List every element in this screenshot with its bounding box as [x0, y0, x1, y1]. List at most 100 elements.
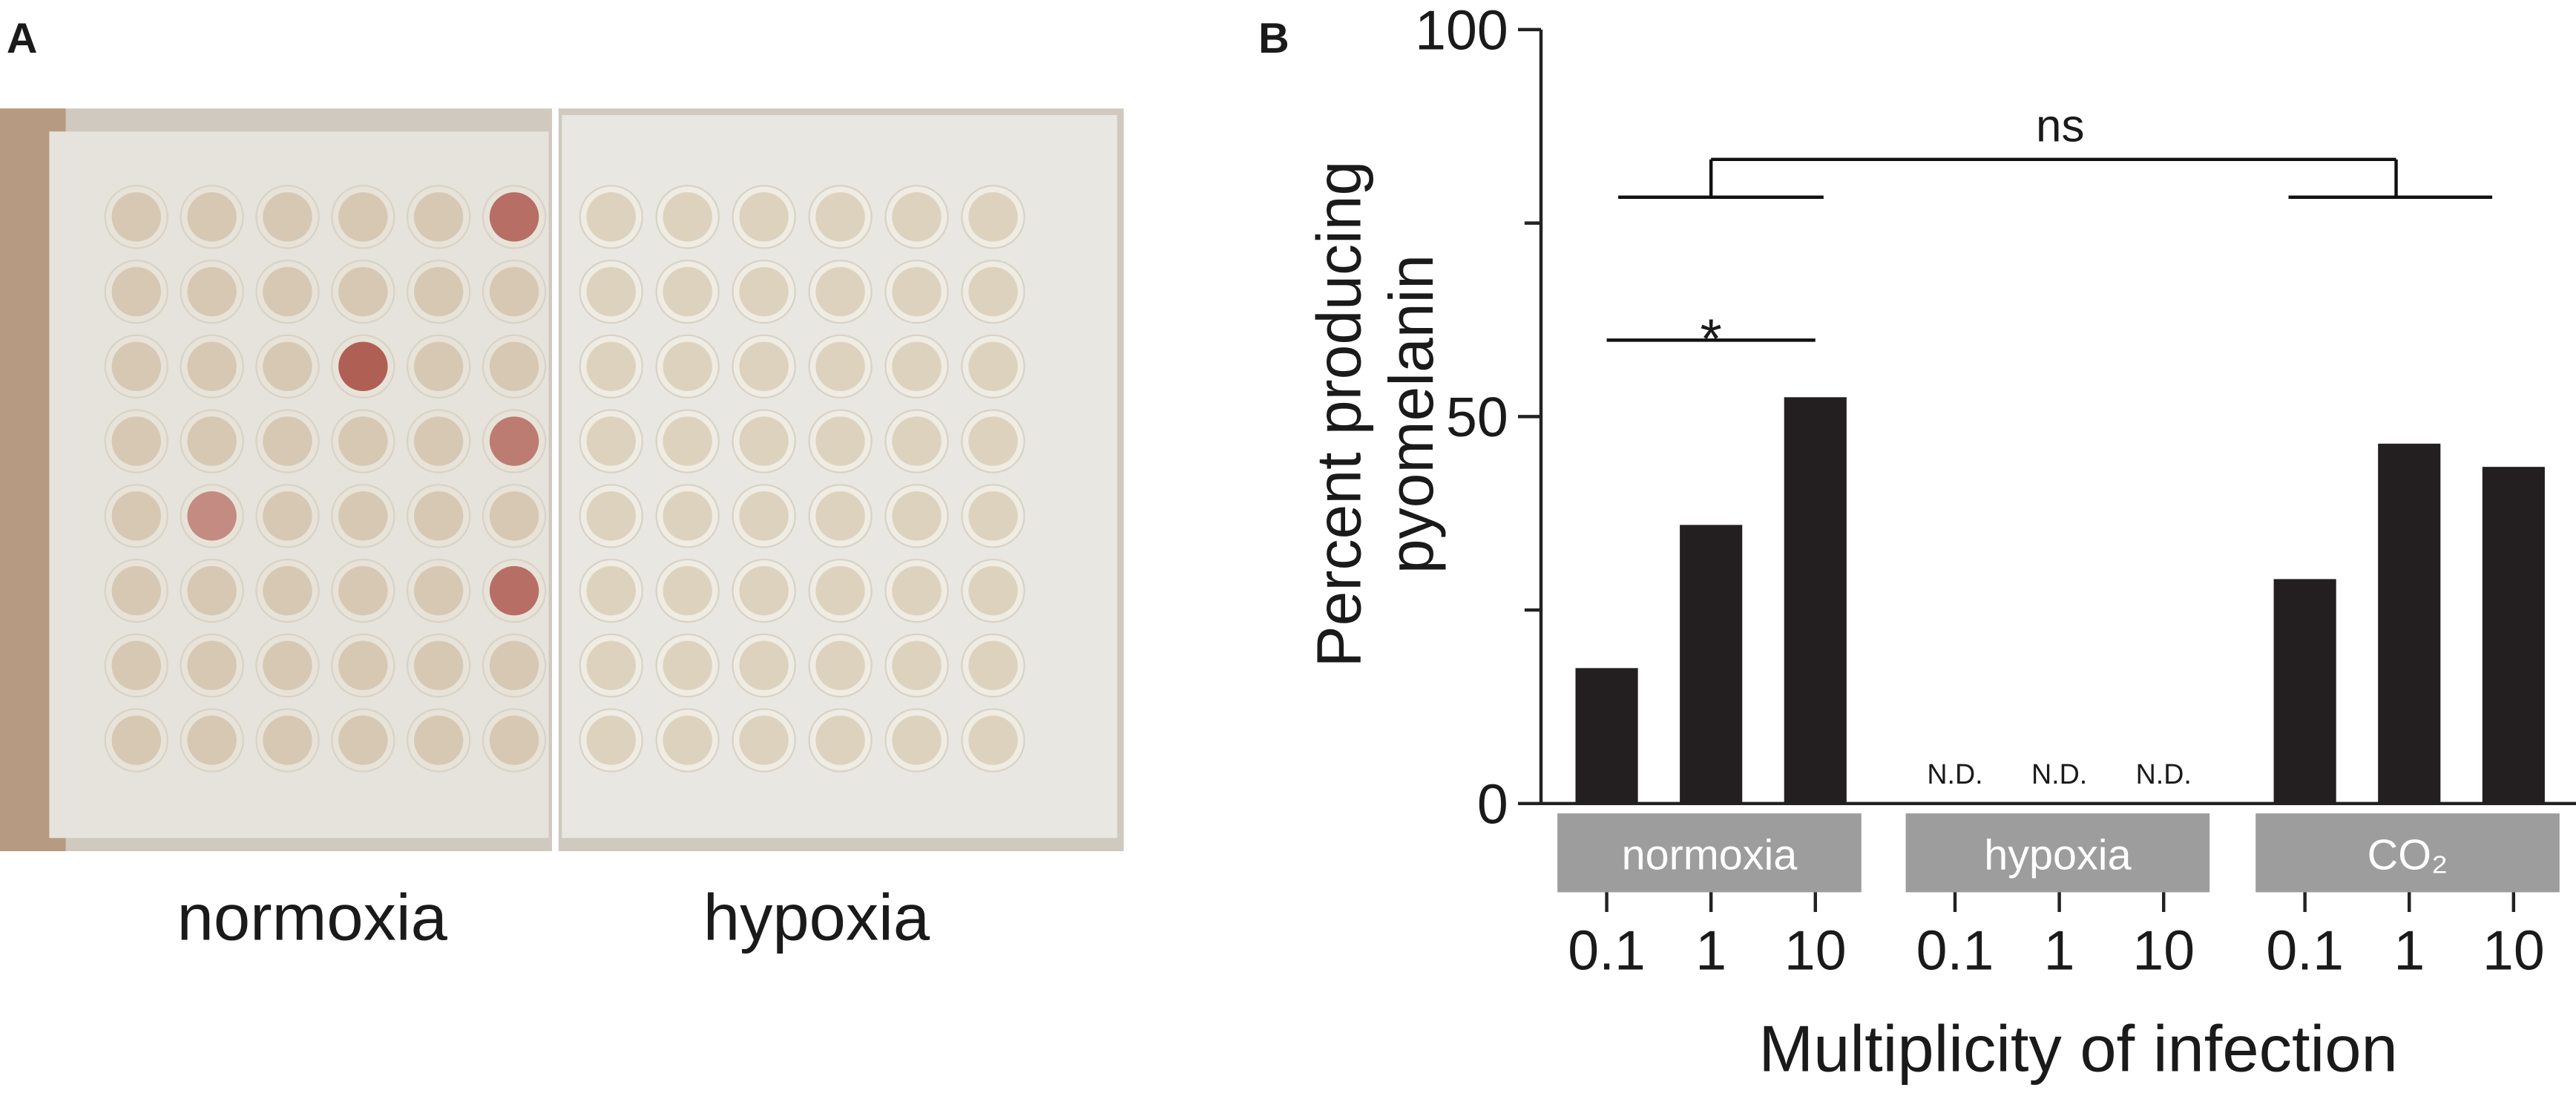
well	[663, 640, 712, 691]
well	[663, 565, 712, 616]
well	[414, 491, 464, 541]
well	[968, 416, 1018, 466]
well	[187, 192, 237, 242]
well	[739, 715, 789, 765]
well	[489, 416, 539, 466]
well	[815, 491, 865, 541]
panel-label: B	[1258, 15, 1289, 62]
well	[815, 192, 865, 242]
well	[187, 341, 237, 392]
annotation: ns	[2036, 100, 2084, 151]
well	[586, 341, 636, 392]
well	[338, 565, 388, 616]
well	[586, 640, 636, 691]
well	[815, 416, 865, 466]
well	[815, 341, 865, 392]
well	[663, 341, 712, 392]
bar	[2482, 467, 2545, 804]
plate-photo	[0, 108, 1124, 852]
well	[111, 266, 161, 317]
well	[263, 192, 312, 242]
bar	[1680, 525, 1743, 804]
well	[586, 266, 636, 317]
well	[489, 715, 539, 765]
well	[338, 491, 388, 541]
well	[663, 491, 712, 541]
well	[187, 491, 237, 541]
well	[414, 192, 464, 242]
well	[338, 192, 388, 242]
y-axis-label: Percent producingpyomelanin	[1304, 161, 1445, 668]
well	[338, 266, 388, 317]
well	[338, 640, 388, 691]
group-box	[1557, 813, 1862, 893]
x-tick-label: 1	[2044, 919, 2075, 981]
well	[111, 640, 161, 691]
well	[111, 715, 161, 765]
well	[815, 565, 865, 616]
well	[489, 491, 539, 541]
group-box	[1905, 813, 2210, 893]
well	[892, 416, 942, 466]
well	[663, 715, 712, 765]
bar	[2378, 443, 2441, 804]
well	[968, 715, 1018, 765]
x-tick-label: 1	[1695, 919, 1726, 981]
well	[663, 192, 712, 242]
bar	[1575, 668, 1638, 804]
well	[892, 266, 942, 317]
well	[586, 565, 636, 616]
well	[414, 640, 464, 691]
well	[968, 341, 1018, 392]
well	[968, 565, 1018, 616]
well	[892, 341, 942, 392]
well	[739, 565, 789, 616]
value-label: N.D.	[1927, 758, 1982, 790]
x-tick-label: 0.1	[1568, 919, 1646, 981]
well	[263, 266, 312, 317]
well	[489, 192, 539, 242]
well	[892, 491, 942, 541]
value-label: N.D.	[2031, 758, 2087, 790]
well	[968, 491, 1018, 541]
panel-label: A	[7, 15, 38, 62]
well	[739, 491, 789, 541]
x-axis-label: Multiplicity of infection	[1758, 1012, 2397, 1086]
well	[815, 640, 865, 691]
well	[892, 565, 942, 616]
well	[663, 266, 712, 317]
well	[586, 192, 636, 242]
divider	[552, 108, 559, 852]
well	[263, 416, 312, 466]
well	[489, 565, 539, 616]
well	[739, 341, 789, 392]
well	[263, 715, 312, 765]
group-label: normoxia	[1622, 831, 1798, 879]
well	[414, 266, 464, 317]
well	[968, 192, 1018, 242]
x-tick-label: 10	[1784, 919, 1847, 981]
bar	[2273, 579, 2336, 804]
bar-chart: 0 50 100 Percent producingpyomelanin normoxi…	[1304, 0, 2576, 1086]
well	[338, 416, 388, 466]
well	[263, 491, 312, 541]
well	[187, 640, 237, 691]
well	[338, 341, 388, 392]
well	[815, 266, 865, 317]
well	[414, 416, 464, 466]
well	[586, 715, 636, 765]
well	[111, 491, 161, 541]
well	[968, 266, 1018, 317]
well	[489, 341, 539, 392]
bar	[1784, 397, 1847, 804]
annotation: *	[1701, 308, 1722, 370]
well	[739, 640, 789, 691]
well	[187, 565, 237, 616]
value-label: N.D.	[2136, 758, 2192, 790]
well	[111, 192, 161, 242]
well	[338, 715, 388, 765]
photo-caption: normoxia	[177, 881, 448, 954]
group-label: hypoxia	[1984, 831, 2132, 879]
x-tick-label: 10	[2132, 919, 2195, 981]
